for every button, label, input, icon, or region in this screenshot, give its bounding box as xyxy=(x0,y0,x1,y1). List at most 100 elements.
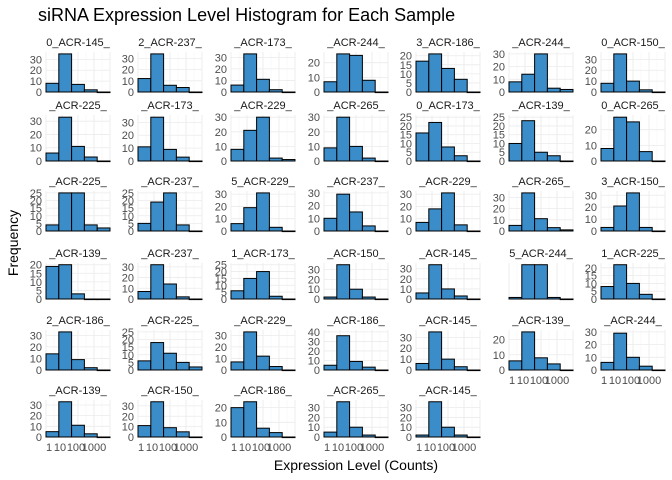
panel-26: 5_ACR-244_ xyxy=(508,248,574,301)
y-tick-label: 10 xyxy=(30,421,42,433)
histogram-bar xyxy=(137,78,152,93)
y-tick-label: 0 xyxy=(128,294,134,306)
histogram-bar xyxy=(96,160,111,163)
histogram-bar xyxy=(651,369,666,372)
histogram-bar xyxy=(230,407,245,438)
histogram-bar xyxy=(58,53,73,93)
y-tick-label: 10 xyxy=(400,354,412,366)
histogram-bar xyxy=(374,160,389,163)
histogram-bar xyxy=(268,226,283,232)
y-tick-label: 15 xyxy=(493,130,505,142)
y-tick-label: 20 xyxy=(30,411,42,423)
histogram-bar xyxy=(508,142,523,162)
histogram-bar xyxy=(243,277,258,300)
y-tick-label: 5 xyxy=(128,218,134,230)
y-tick-label: 30 xyxy=(400,403,412,415)
y-tick-label: 10 xyxy=(400,138,412,150)
histogram-bar xyxy=(137,146,152,162)
y-tick-label: 20 xyxy=(308,201,320,213)
histogram-bar xyxy=(638,226,653,232)
y-tick-label: 20 xyxy=(308,346,320,358)
y-tick-label: 30 xyxy=(122,53,134,65)
y-tick-label: 5 xyxy=(406,78,412,90)
histogram-bar xyxy=(546,363,561,371)
x-tick-label: 1000 xyxy=(360,442,384,454)
y-tick-label: 10 xyxy=(493,215,505,227)
y-tick-label: 10 xyxy=(30,211,42,223)
histogram-bar xyxy=(175,156,190,162)
histogram-bar xyxy=(546,155,561,162)
histogram-bar xyxy=(281,298,296,301)
y-tick-label: 10 xyxy=(308,355,320,367)
panel-9: _ACR-229_ 0 10 20 30 xyxy=(215,100,296,168)
histogram-bar xyxy=(441,358,455,371)
histogram-bar xyxy=(71,83,85,93)
y-tick-label: 5 xyxy=(36,218,42,230)
histogram-bar xyxy=(96,369,111,372)
histogram-bar xyxy=(230,84,245,93)
panel-strip-label: _ACR-265_ xyxy=(326,385,385,397)
histogram-bar xyxy=(559,298,574,301)
histogram-bar xyxy=(453,295,468,300)
histogram-bar xyxy=(137,360,152,371)
y-tick-label: 30 xyxy=(30,116,42,128)
histogram-bar xyxy=(83,298,98,301)
histogram-bar xyxy=(521,73,536,93)
y-tick-label: 10 xyxy=(493,350,505,362)
x-tick-label: 1 xyxy=(138,442,144,454)
y-tick-label: 10 xyxy=(30,277,42,289)
histogram-bar xyxy=(441,288,455,300)
histogram-bar xyxy=(613,53,628,93)
histogram-bar xyxy=(281,369,296,372)
y-tick-label: 0 xyxy=(36,432,42,444)
histogram-bar xyxy=(441,192,455,232)
histogram-bar xyxy=(188,366,203,371)
x-tick-label: 1 xyxy=(601,375,607,387)
x-tick-label: 10 xyxy=(517,375,529,387)
histogram-bar xyxy=(96,227,111,232)
histogram-bar xyxy=(268,157,283,162)
x-tick-label: 1 xyxy=(416,442,422,454)
histogram-bar xyxy=(83,433,98,438)
y-tick-label: 10 xyxy=(215,75,227,87)
histogram-bar xyxy=(521,331,536,371)
histogram-bar xyxy=(453,155,468,162)
histogram-bar xyxy=(45,82,60,93)
y-tick-label: 0 xyxy=(221,365,227,377)
y-tick-label: 25 xyxy=(215,260,227,272)
y-tick-label: 30 xyxy=(400,332,412,344)
y-tick-label: 30 xyxy=(215,52,227,64)
histogram-bar xyxy=(361,225,376,232)
y-tick-label: 0 xyxy=(128,226,134,238)
panel-strip-label: _ACR-265_ xyxy=(511,176,570,188)
histogram-bar xyxy=(256,355,270,371)
y-tick-label: 0 xyxy=(314,432,320,444)
histogram-bar xyxy=(71,424,85,438)
y-tick-label: 0 xyxy=(406,156,412,168)
y-tick-label: 10 xyxy=(122,422,134,434)
histogram-bar xyxy=(175,224,190,232)
histogram-bar xyxy=(336,116,351,162)
y-tick-label: 10 xyxy=(122,211,134,223)
histogram-bar xyxy=(638,151,653,162)
y-tick-label: 10 xyxy=(585,140,597,152)
y-tick-label: 0 xyxy=(36,294,42,306)
y-tick-label: 20 xyxy=(308,274,320,286)
y-tick-label: 0 xyxy=(406,226,412,238)
y-tick-label: 30 xyxy=(400,264,412,276)
y-tick-label: 10 xyxy=(30,353,42,365)
y-tick-label: 10 xyxy=(585,278,597,290)
histogram-bar xyxy=(45,224,60,232)
histogram-bar xyxy=(559,369,574,372)
histogram-bar xyxy=(150,401,165,438)
panel-strip-label: _ACR-139_ xyxy=(511,315,570,327)
panel-strip-label: 3_ACR-150_ xyxy=(601,176,665,188)
y-tick-label: 0 xyxy=(221,87,227,99)
y-tick-label: 5 xyxy=(221,287,227,299)
y-tick-label: 0 xyxy=(591,156,597,168)
x-tick-label: 10 xyxy=(609,375,621,387)
histogram-bar xyxy=(600,361,615,371)
